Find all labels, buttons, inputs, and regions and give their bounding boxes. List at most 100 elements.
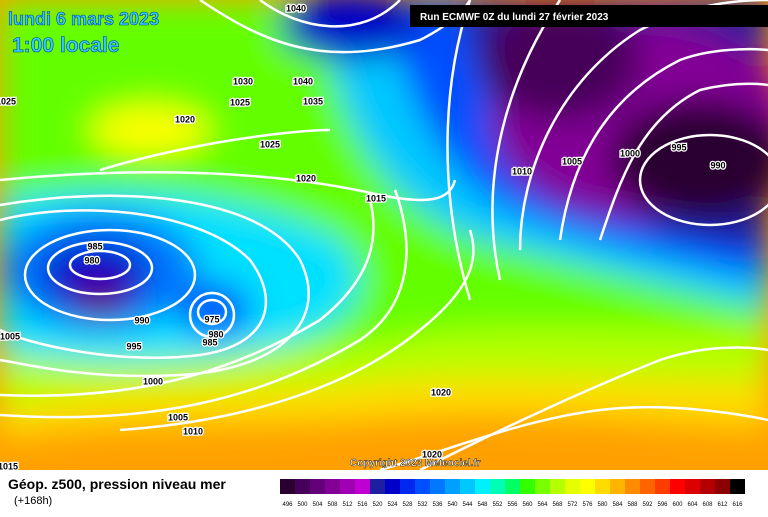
isobar-label: 1025 [260, 140, 280, 150]
isobar-label: 1040 [286, 4, 306, 14]
colorbar-label: 580 [597, 502, 608, 508]
colorbar-swatch [550, 479, 565, 494]
isobars [0, 0, 768, 470]
colorbar-swatch [385, 479, 400, 494]
colorbar-label: 608 [702, 502, 713, 508]
isobar-label: 1020 [175, 115, 195, 125]
isobar-label: 1015 [0, 462, 18, 472]
lead-time: (+168h) [14, 495, 52, 507]
run-box [410, 5, 768, 27]
isobar-label: 1025 [0, 97, 16, 107]
colorbar-label: 568 [552, 502, 563, 508]
colorbar-label: 564 [537, 502, 548, 508]
colorbar-label: 536 [432, 502, 443, 508]
colorbar-label: 544 [462, 502, 473, 508]
isobar-label: 1005 [168, 413, 188, 423]
isobar-label: 975 [204, 315, 219, 325]
colorbar-swatch [655, 479, 670, 494]
isobar-label: 1000 [620, 149, 640, 159]
colorbar-swatch [670, 479, 685, 494]
isobar-label: 985 [202, 338, 217, 348]
colorbar-label: 556 [507, 502, 518, 508]
colorbar-swatch [625, 479, 640, 494]
colorbar-label: 612 [717, 502, 728, 508]
colorbar-label: 596 [657, 502, 668, 508]
legend-title: Géop. z500, pression niveau mer [8, 476, 226, 492]
colorbar-swatch [415, 479, 430, 494]
isobar-label: 995 [671, 143, 686, 153]
colorbar-label: 552 [492, 502, 503, 508]
colorbar-swatch [595, 479, 610, 494]
colorbar-label: 508 [327, 502, 338, 508]
colorbar-swatch [685, 479, 700, 494]
colorbar-swatch [355, 479, 370, 494]
colorbar-label: 516 [357, 502, 368, 508]
isobar-label: 1030 [233, 77, 253, 87]
colorbar-swatch [715, 479, 730, 494]
colorbar-swatch [325, 479, 340, 494]
isobar-label: 1020 [431, 388, 451, 398]
colorbar-swatch [640, 479, 655, 494]
isobar-label: 1010 [512, 167, 532, 177]
colorbar-label: 532 [417, 502, 428, 508]
colorbar-label: 572 [567, 502, 578, 508]
copyright: Copyright 2023 Meteociel.fr [350, 458, 481, 469]
colorbar-swatch [280, 479, 295, 494]
colorbar-swatch [310, 479, 325, 494]
colorbar-swatch [445, 479, 460, 494]
colorbar-swatch [535, 479, 550, 494]
colorbar-swatch [565, 479, 580, 494]
isobar-label: 1005 [0, 332, 20, 342]
isobar-label: 1010 [183, 427, 203, 437]
isobar-label: 995 [126, 342, 141, 352]
colorbar-label: 528 [402, 502, 413, 508]
colorbar-swatch [520, 479, 535, 494]
colorbar-swatch [505, 479, 520, 494]
isobar-label: 1025 [230, 98, 250, 108]
isobar-label: 980 [84, 256, 99, 266]
local-time: 1:00 locale [12, 34, 119, 57]
run-info: Run ECMWF 0Z du lundi 27 février 2023 [420, 12, 609, 23]
isobar-label: 1020 [296, 174, 316, 184]
field [0, 0, 768, 470]
colorbar-swatch [340, 479, 355, 494]
colorbar-label: 592 [642, 502, 653, 508]
colorbar-label: 548 [477, 502, 488, 508]
isobar-label: 1035 [303, 97, 323, 107]
colorbar-swatch [610, 479, 625, 494]
colorbar-swatch [700, 479, 715, 494]
colorbar-label: 600 [672, 502, 683, 508]
isobar-label: 1020 [422, 450, 442, 460]
colorbar-swatch [370, 479, 385, 494]
colorbar-swatch [475, 479, 490, 494]
colorbar-label: 500 [297, 502, 308, 508]
isobar-label: 1040 [293, 77, 313, 87]
isobar-label: 1015 [366, 194, 386, 204]
isobar-label: 1000 [143, 377, 163, 387]
colorbar-label: 540 [447, 502, 458, 508]
colorbar-label: 616 [732, 502, 743, 508]
date: lundi 6 mars 2023 [8, 9, 159, 29]
isobar-label: 980 [208, 330, 223, 340]
colorbar-swatch [295, 479, 310, 494]
colorbar-swatch [460, 479, 475, 494]
colorbar-label: 576 [582, 502, 593, 508]
colorbar-label: 504 [312, 502, 323, 508]
colorbar-label: 588 [627, 502, 638, 508]
colorbar-swatch [430, 479, 445, 494]
colorbar-label: 512 [342, 502, 353, 508]
isobar-label: 990 [710, 161, 725, 171]
colorbar-swatch [490, 479, 505, 494]
colorbar-label: 496 [282, 502, 293, 508]
isobar-label: 985 [87, 242, 102, 252]
colorbar-label: 604 [687, 502, 698, 508]
colorbar-label: 584 [612, 502, 623, 508]
colorbar-label: 520 [372, 502, 383, 508]
colorbar-label: 524 [387, 502, 398, 508]
isobar-label: 1005 [562, 157, 582, 167]
colorbar-label: 560 [522, 502, 533, 508]
colorbar-swatch [580, 479, 595, 494]
isobar-label: 990 [134, 316, 149, 326]
colorbar-swatch [400, 479, 415, 494]
